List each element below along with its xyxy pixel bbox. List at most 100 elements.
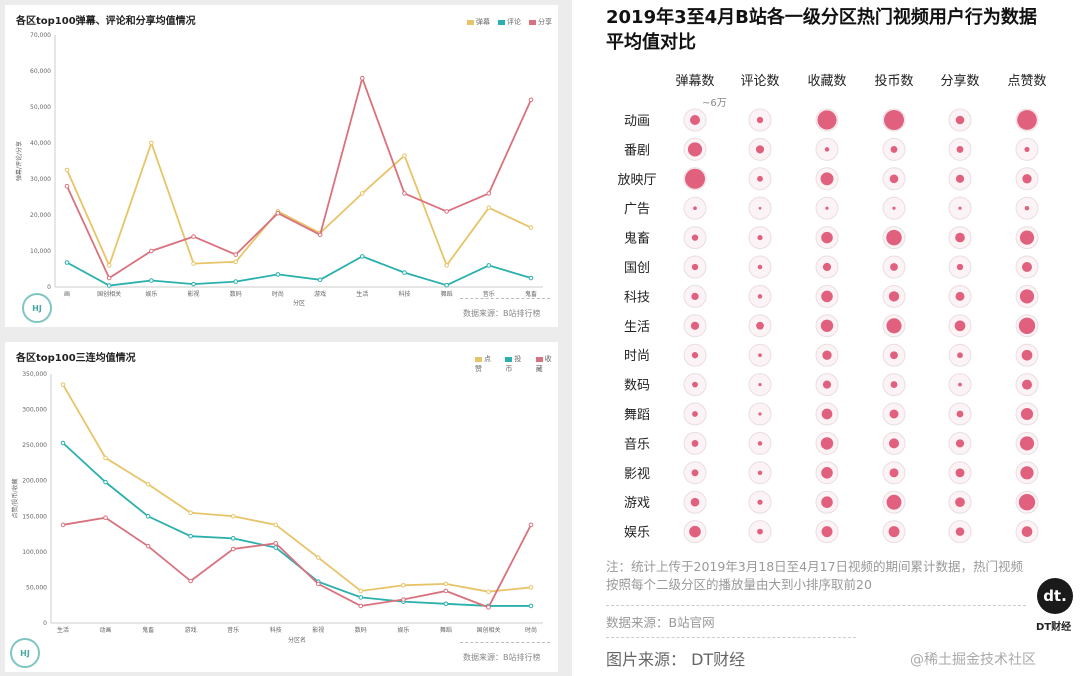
data-dot — [757, 441, 763, 446]
data-dot — [690, 497, 700, 507]
data-point — [444, 263, 449, 268]
data-point — [106, 275, 112, 281]
x-tick-label: 画 — [64, 291, 70, 298]
data-dot — [890, 263, 898, 271]
y-tick-label: 30,000 — [30, 176, 51, 183]
data-point — [149, 140, 154, 146]
legend-item-coin: 投币 — [505, 355, 522, 373]
data-dot — [892, 206, 896, 210]
data-point — [358, 603, 364, 609]
x-tick-label: 游戏 — [314, 290, 326, 298]
row-label: 动画 — [624, 114, 650, 129]
data-dot — [889, 468, 899, 478]
data-point — [317, 232, 323, 238]
data-dot — [955, 232, 965, 243]
data-dot — [692, 411, 698, 417]
data-dot — [1018, 494, 1036, 511]
data-dot — [886, 494, 902, 510]
y-tick-label: 150,000 — [22, 513, 47, 520]
legend-item-share: 分享 — [529, 17, 552, 27]
x-tick-label: 国创相关 — [476, 626, 500, 634]
series-line-评论 — [66, 255, 532, 287]
row-label: 国创 — [624, 261, 650, 276]
row-label: 影视 — [624, 467, 650, 482]
page-title: 2019年3至4月B站各一级分区热门视频用户行为数据平均值对比 — [606, 7, 1037, 53]
data-dot — [693, 206, 697, 211]
data-point — [486, 605, 491, 610]
data-dot — [1020, 466, 1034, 480]
row-label: 番剧 — [624, 143, 650, 158]
line-chart-2: 0 50,000 100,000 150,000 200,000 250,000 300,0… — [11, 371, 543, 644]
data-dot — [890, 145, 898, 153]
data-dot — [822, 350, 832, 360]
x-tick-label: 娱乐 — [397, 626, 409, 634]
data-point — [106, 263, 112, 268]
x-tick-label: 科技 — [398, 290, 410, 298]
x-tick-label: 游戏 — [185, 626, 197, 634]
x-tick-label: 国创相关 — [97, 290, 121, 298]
y-tick-label: 300,000 — [22, 407, 47, 414]
data-dot — [757, 294, 763, 299]
data-dot — [821, 496, 833, 508]
data-dot — [691, 234, 699, 241]
data-dot — [954, 320, 966, 332]
x-axis-label: 分区 — [293, 299, 305, 307]
data-dot — [955, 174, 965, 183]
y-axis-label: 弹幕/评论/分享 — [15, 141, 23, 181]
y-tick-label: 0 — [47, 284, 51, 291]
image-source: 图片来源： DT财经 — [606, 650, 746, 669]
data-dot — [690, 115, 700, 125]
data-point — [191, 281, 196, 287]
data-point — [230, 536, 236, 541]
data-dot — [886, 229, 902, 246]
data-dot — [757, 528, 763, 535]
data-point — [191, 261, 196, 266]
data-dot — [691, 469, 699, 477]
row-label: 广告 — [624, 202, 650, 217]
row-label: 娱乐 — [624, 526, 650, 541]
divider — [606, 605, 1026, 606]
column-header: 评论数 — [740, 74, 779, 89]
x-tick-label: 动画 — [100, 627, 112, 634]
legend-item-danmu: 弹幕 — [467, 17, 490, 27]
source-divider — [460, 642, 550, 643]
x-tick-label: 舞蹈 — [441, 290, 453, 298]
data-dot — [884, 110, 904, 130]
data-dot — [822, 262, 832, 272]
data-point — [528, 275, 534, 281]
data-point — [188, 578, 193, 584]
data-dot — [958, 382, 962, 387]
row-label: 时尚 — [624, 349, 650, 364]
row-label: 生活 — [624, 320, 650, 335]
data-dot — [757, 175, 763, 182]
dt-logo-name: DT财经 — [1036, 622, 1072, 633]
data-point — [486, 589, 491, 594]
data-dot — [955, 291, 965, 301]
data-point — [443, 588, 449, 594]
hj-logo-1: HJ — [22, 293, 52, 323]
y-tick-label: 50,000 — [26, 584, 47, 591]
y-tick-label: 200,000 — [22, 478, 47, 485]
data-dot — [690, 321, 700, 330]
data-dot — [692, 381, 698, 388]
legend-item-favorite: 收藏 — [535, 355, 552, 373]
data-dot — [687, 142, 703, 157]
data-dot — [1022, 174, 1032, 184]
data-dot — [955, 439, 965, 448]
data-dot — [685, 168, 705, 189]
x-tick-label: 数码 — [230, 290, 242, 298]
data-point — [273, 522, 279, 528]
data-point — [233, 259, 239, 265]
data-dot — [957, 352, 963, 359]
data-dot — [1019, 436, 1035, 451]
x-tick-label: 时尚 — [272, 290, 284, 298]
data-dot — [691, 352, 699, 359]
row-label: 数码 — [624, 379, 650, 394]
data-source: 数据来源：B站官网 — [606, 615, 715, 630]
data-dot — [890, 381, 898, 389]
data-point — [315, 581, 321, 587]
divider — [606, 637, 856, 638]
data-dot — [758, 206, 762, 210]
chart-title: 各区top100弹幕、评论和分享均值情况 — [16, 16, 196, 27]
chart-panel-triple-action: 各区top100三连均值情况 点赞 投币 收藏 0 50,000 100,000 15… — [5, 342, 558, 672]
